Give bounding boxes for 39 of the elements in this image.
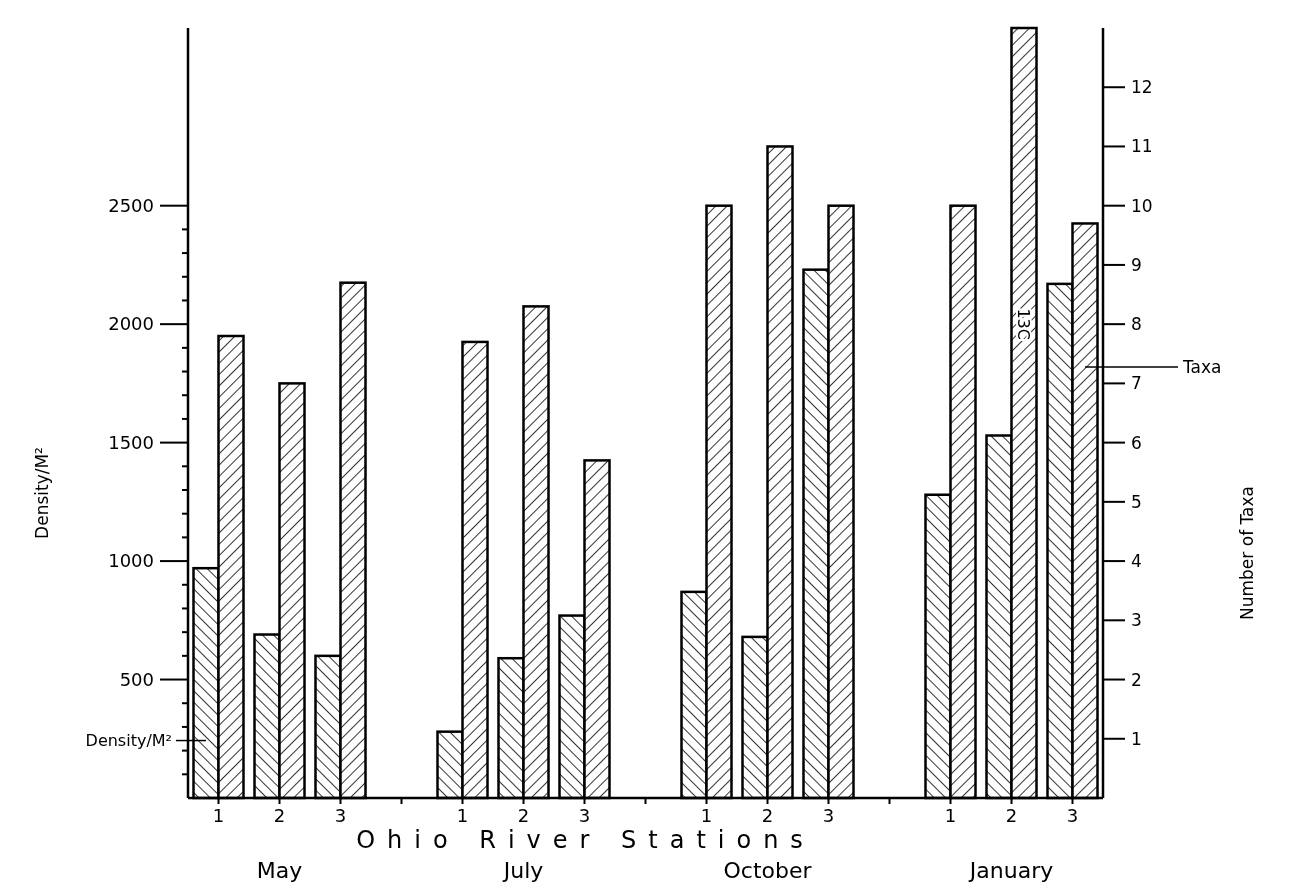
x-tick-label: 3 [1066,805,1079,826]
y2-tick-label: 7 [1131,373,1142,394]
annotation: 13C [1014,308,1033,340]
y2-tick-label: 8 [1131,314,1142,335]
x-tick-label: 3 [578,805,591,826]
text: July [501,858,544,883]
y2-tick-label: 4 [1131,551,1142,572]
y2-tick-label: 2 [1131,669,1142,690]
y-tick-label: 2000 [108,313,154,335]
x-axis-title: Ohio River Stations [356,826,815,854]
y-tick-label: 1500 [108,431,154,453]
y-tick-label: 1000 [108,550,154,572]
x-tick-label: 2 [517,805,530,826]
y-tick-label: 2500 [108,194,154,216]
y2-tick-label: 6 [1131,432,1142,453]
y2-tick-label: 3 [1131,610,1142,631]
y2-tick-label: 9 [1131,254,1142,275]
x-tick-label: 3 [822,805,835,826]
x-tick-label: 1 [700,805,713,826]
series-label: Density/M² [85,730,172,750]
y-tick-label: 500 [119,668,154,690]
text: January [967,858,1054,883]
text: May [256,858,303,883]
x-tick-label: 3 [334,805,347,826]
x-tick-label: 2 [273,805,286,826]
y2-tick-label: 12 [1131,77,1153,98]
x-tick-label: 1 [456,805,469,826]
y2-axis-title: Number of Taxa [1237,486,1257,620]
y2-tick-label: 5 [1131,491,1142,512]
x-tick-label: 1 [944,805,957,826]
y-axis-title: Density/M² [32,447,52,539]
y2-tick-label: 1 [1131,728,1142,749]
x-tick-label: 2 [761,805,774,826]
y2-tick-label: 10 [1131,195,1153,216]
x-tick-label: 2 [1005,805,1018,826]
y2-tick-label: 11 [1131,136,1153,157]
text: Taxa [1182,357,1222,378]
text: October [723,858,813,883]
x-tick-label: 1 [212,805,225,826]
